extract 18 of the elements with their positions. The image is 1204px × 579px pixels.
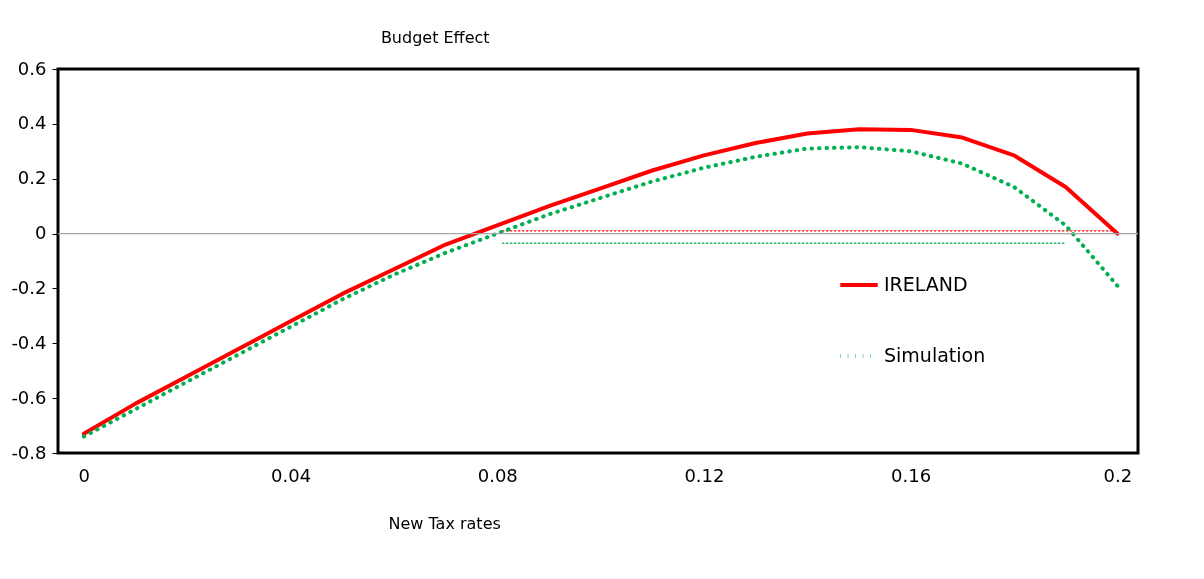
y-tick-label: 0.6 <box>17 57 47 79</box>
y-tick-label: -0.4 <box>11 331 47 353</box>
x-tick-label: 0 <box>78 464 91 486</box>
y-tick-label: 0 <box>35 222 47 244</box>
y-tick-label: 0.2 <box>17 167 47 189</box>
x-tick-label: 0.12 <box>684 464 725 486</box>
x-axis-title: New Tax rates <box>388 513 501 533</box>
x-tick-label: 0.16 <box>891 464 932 486</box>
y-tick-label: -0.8 <box>11 441 47 463</box>
y-tick-label: -0.2 <box>11 276 47 298</box>
x-tick-label: 0.2 <box>1103 464 1133 486</box>
y-tick-label: -0.6 <box>11 386 47 408</box>
legend-label: Simulation <box>884 344 986 366</box>
legend-label: IRELAND <box>884 273 968 295</box>
x-tick-label: 0.08 <box>477 464 518 486</box>
x-tick-label: 0.04 <box>271 464 312 486</box>
chart-title: Budget Effect <box>380 28 490 47</box>
y-tick-label: 0.4 <box>17 112 47 134</box>
